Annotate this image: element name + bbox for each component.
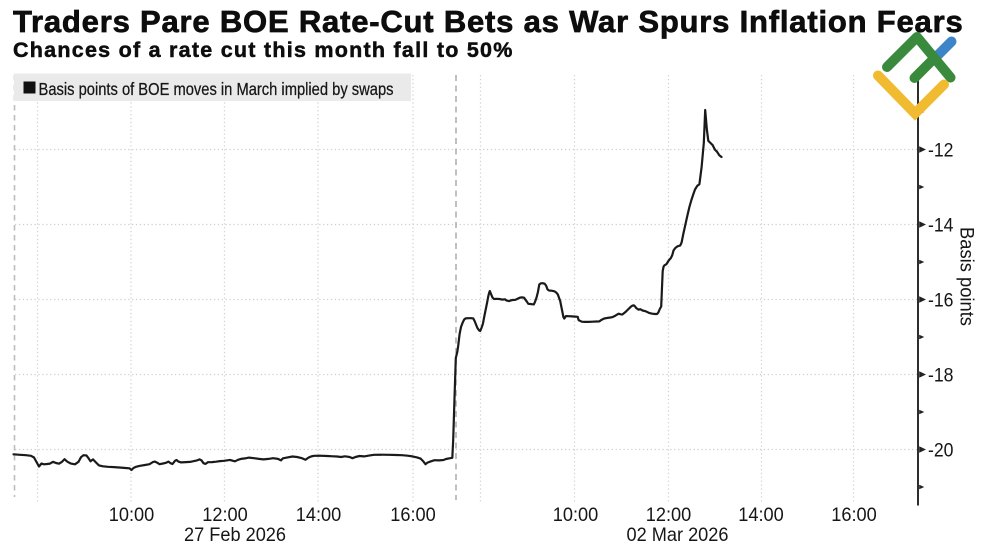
svg-text:-14: -14 [928,215,954,237]
svg-text:-16: -16 [928,290,954,312]
svg-text:16:00: 16:00 [390,504,436,526]
svg-text:16:00: 16:00 [831,504,877,526]
svg-text:12:00: 12:00 [646,504,692,526]
svg-text:-20: -20 [928,440,954,462]
svg-text:Basis points of BOE moves in M: Basis points of BOE moves in March impli… [39,79,394,99]
svg-text:14:00: 14:00 [738,504,784,526]
svg-text:-18: -18 [928,365,954,387]
svg-text:Basis points: Basis points [956,227,977,326]
svg-text:-12: -12 [928,140,954,162]
svg-text:27 Feb 2026: 27 Feb 2026 [184,524,286,545]
svg-text:10:00: 10:00 [109,504,155,526]
svg-text:02 Mar 2026: 02 Mar 2026 [627,524,729,545]
svg-text:12:00: 12:00 [202,504,248,526]
svg-text:10:00: 10:00 [553,504,599,526]
svg-text:14:00: 14:00 [296,504,342,526]
